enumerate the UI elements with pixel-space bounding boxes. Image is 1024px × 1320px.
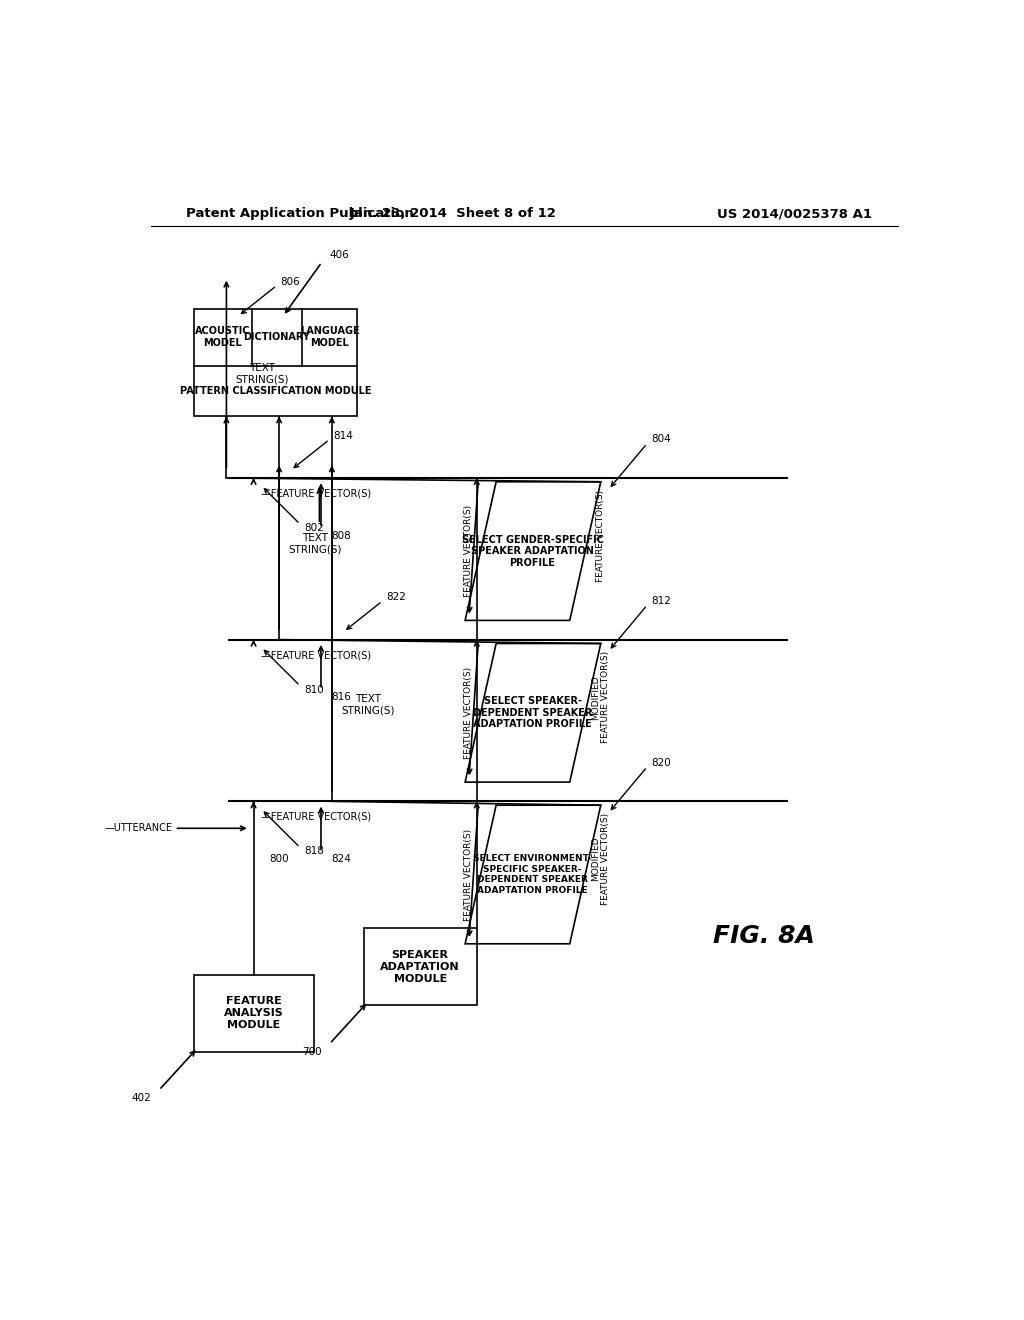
Bar [194,309,356,416]
Text: 804: 804 [651,434,671,445]
Text: FEATURE
ANALYSIS
MODULE: FEATURE ANALYSIS MODULE [223,997,284,1030]
Text: 822: 822 [386,593,406,602]
Text: 818: 818 [304,846,324,857]
Text: FEATURE VECTOR(S): FEATURE VECTOR(S) [596,490,605,582]
Text: 406: 406 [330,249,349,260]
Text: TEXT
STRING(S): TEXT STRING(S) [236,363,289,385]
Text: US 2014/0025378 A1: US 2014/0025378 A1 [717,207,872,220]
Text: 824: 824 [331,854,351,865]
Text: 806: 806 [281,277,300,286]
Bar [194,974,314,1052]
Text: LANGUAGE
MODEL: LANGUAGE MODEL [300,326,359,348]
Text: —FEATURE VECTOR(S): —FEATURE VECTOR(S) [261,649,372,660]
Text: DICTIONARY: DICTIONARY [244,333,310,342]
Text: Jan. 23, 2014  Sheet 8 of 12: Jan. 23, 2014 Sheet 8 of 12 [350,207,557,220]
Text: 820: 820 [651,758,671,768]
Text: ACOUSTIC
MODEL: ACOUSTIC MODEL [195,326,250,348]
Text: SELECT ENVIRONMENT-
SPECIFIC SPEAKER-
DEPENDENT SPEAKER
ADAPTATION PROFILE: SELECT ENVIRONMENT- SPECIFIC SPEAKER- DE… [473,854,592,895]
Text: 808: 808 [331,531,351,541]
Text: PATTERN CLASSIFICATION MODULE: PATTERN CLASSIFICATION MODULE [179,385,371,396]
Text: FIG. 8A: FIG. 8A [713,924,814,948]
Text: 812: 812 [651,597,671,606]
Text: SPEAKER
ADAPTATION
MODULE: SPEAKER ADAPTATION MODULE [380,950,460,983]
Text: TEXT
STRING(S): TEXT STRING(S) [289,532,342,554]
Text: Patent Application Publication: Patent Application Publication [186,207,414,220]
Text: FEATURE VECTOR(S): FEATURE VECTOR(S) [465,829,473,920]
Text: SELECT GENDER-SPECIFIC
SPEAKER ADAPTATION
PROFILE: SELECT GENDER-SPECIFIC SPEAKER ADAPTATIO… [462,535,603,568]
Text: MODIFIED
FEATURE VECTOR(S): MODIFIED FEATURE VECTOR(S) [591,651,610,743]
Text: 802: 802 [304,523,324,533]
Text: FEATURE VECTOR(S): FEATURE VECTOR(S) [465,506,473,597]
Text: 810: 810 [304,685,324,694]
Text: 800: 800 [269,854,289,865]
Bar [365,928,477,1006]
Text: SELECT SPEAKER-
DEPENDENT SPEAKER
ADAPTATION PROFILE: SELECT SPEAKER- DEPENDENT SPEAKER ADAPTA… [473,696,592,730]
Text: 700: 700 [302,1047,322,1056]
Text: —FEATURE VECTOR(S): —FEATURE VECTOR(S) [261,812,372,822]
Text: —FEATURE VECTOR(S): —FEATURE VECTOR(S) [261,488,372,499]
Text: FEATURE VECTOR(S): FEATURE VECTOR(S) [465,667,473,759]
Text: 814: 814 [334,430,353,441]
Text: MODIFIED
FEATURE VECTOR(S): MODIFIED FEATURE VECTOR(S) [591,813,610,906]
Text: TEXT
STRING(S): TEXT STRING(S) [341,694,394,715]
Text: 816: 816 [331,693,351,702]
Text: —UTTERANCE: —UTTERANCE [104,824,173,833]
Text: 402: 402 [131,1093,152,1102]
